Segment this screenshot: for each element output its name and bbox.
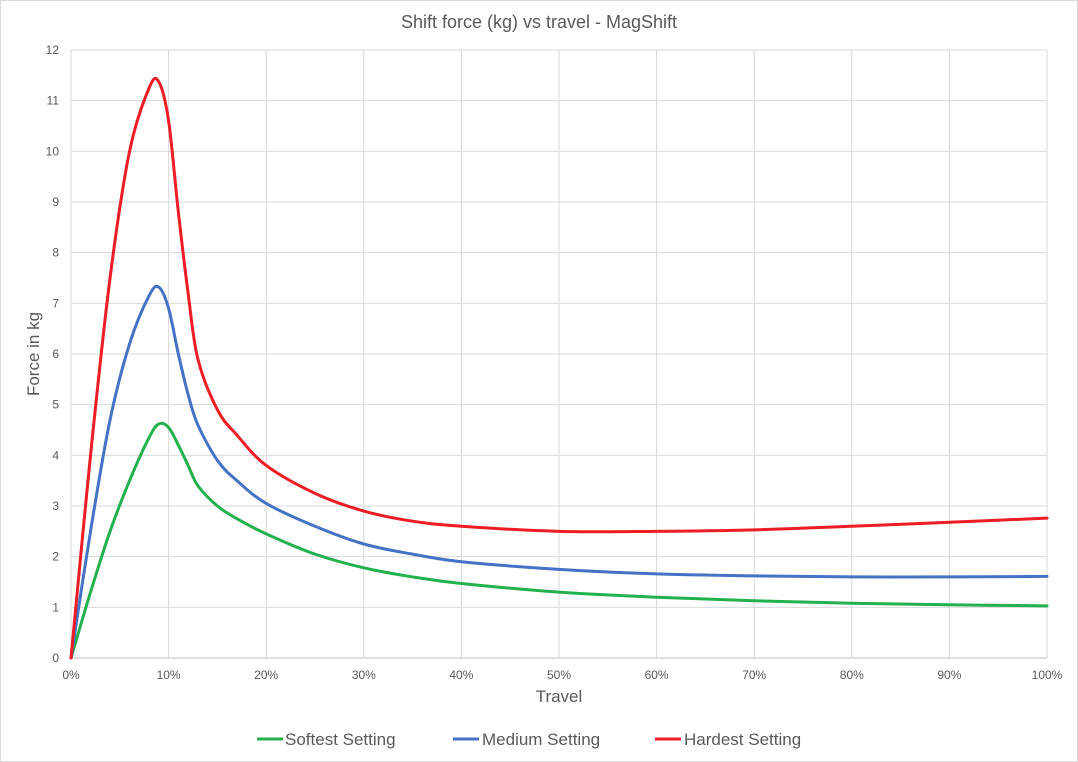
- y-tick-label: 4: [52, 448, 59, 462]
- y-tick-label: 5: [52, 398, 59, 412]
- x-tick-label: 90%: [937, 668, 961, 682]
- gridlines: [70, 49, 1048, 659]
- chart-title: Shift force (kg) vs travel - MagShift: [401, 12, 677, 32]
- y-axis-title: Force in kg: [24, 312, 43, 396]
- legend-label: Hardest Setting: [684, 730, 801, 749]
- x-axis-ticks: 0% 10% 20% 30% 40% 50% 60% 70% 80% 90% 100%: [62, 668, 1062, 682]
- x-axis-title: Travel: [536, 687, 583, 706]
- y-tick-label: 6: [52, 347, 59, 361]
- x-tick-label: 40%: [449, 668, 473, 682]
- x-tick-label: 100%: [1032, 668, 1063, 682]
- y-tick-label: 9: [52, 195, 59, 209]
- legend-label: Softest Setting: [285, 730, 396, 749]
- x-tick-label: 20%: [254, 668, 278, 682]
- series-line-medium-setting: [69, 284, 1049, 660]
- y-tick-label: 0: [52, 651, 59, 665]
- y-tick-label: 2: [52, 550, 59, 564]
- x-tick-label: 30%: [352, 668, 376, 682]
- x-tick-label: 10%: [157, 668, 181, 682]
- y-tick-label: 10: [46, 144, 60, 158]
- x-tick-label: 0%: [62, 668, 80, 682]
- x-tick-label: 60%: [645, 668, 669, 682]
- y-tick-label: 8: [52, 246, 59, 260]
- series-line-softest-setting: [69, 421, 1049, 660]
- series-lines: [69, 76, 1049, 660]
- legend-label: Medium Setting: [482, 730, 600, 749]
- y-tick-label: 11: [47, 94, 60, 108]
- y-tick-label: 7: [52, 296, 59, 310]
- x-tick-label: 50%: [547, 668, 571, 682]
- y-tick-label: 12: [46, 43, 60, 57]
- x-tick-label: 70%: [742, 668, 766, 682]
- y-tick-label: 1: [52, 600, 59, 614]
- series-line-hardest-setting: [69, 76, 1049, 660]
- x-tick-label: 80%: [840, 668, 864, 682]
- legend: Softest Setting Medium Setting Hardest Set…: [257, 730, 801, 749]
- y-tick-label: 3: [52, 499, 59, 513]
